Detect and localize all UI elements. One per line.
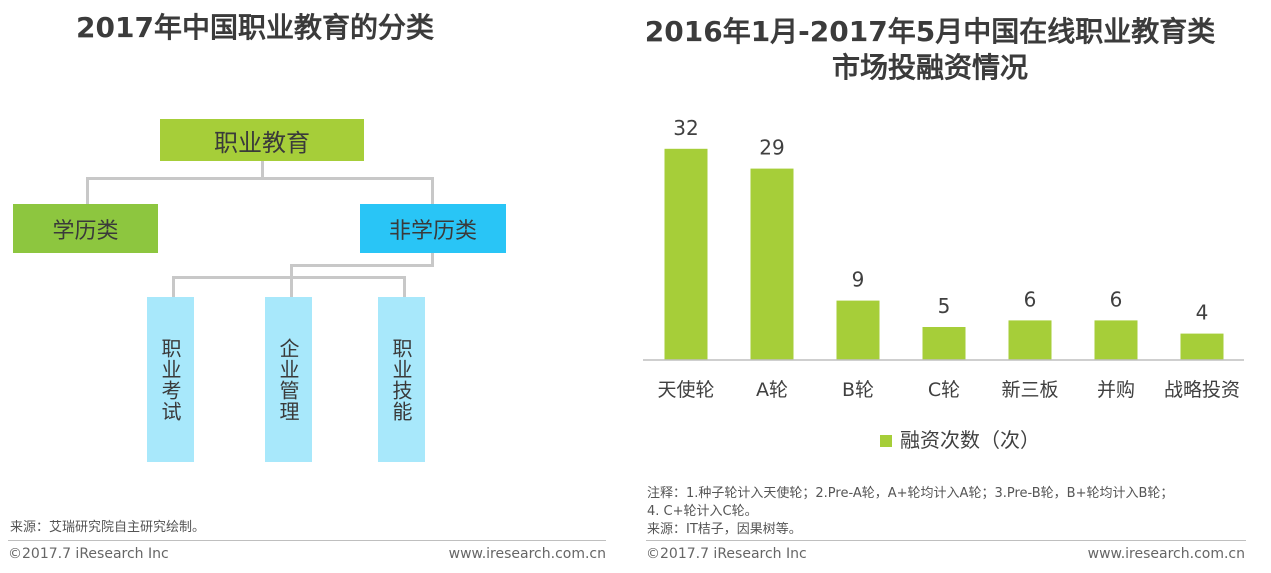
data-label: 9 [852, 268, 865, 292]
bar-7 [1180, 333, 1224, 360]
right-note-line1: 注释：1.种子轮计入天使轮；2.Pre-A轮，A+轮均计入A轮；3.Pre-B轮… [647, 486, 1174, 501]
data-label: 29 [759, 136, 784, 160]
category-label: 并购 [1097, 379, 1135, 401]
data-label: 6 [1110, 287, 1123, 311]
category-box-non-academic: 非学历类 [360, 204, 506, 253]
subcategory-label: 职业技能 [389, 337, 413, 422]
bar-6 [1094, 320, 1138, 360]
left-copyright: ©2017.7 iResearch Inc [8, 546, 169, 562]
connector [431, 252, 434, 267]
category-label: A轮 [756, 379, 788, 401]
subcategory-label: 企业管理 [276, 337, 300, 422]
bar-5 [1008, 320, 1052, 360]
right-website[interactable]: www.iresearch.com.cn [1087, 546, 1245, 562]
category-label: B轮 [842, 379, 874, 401]
legend-label: 融资次数（次） [900, 428, 1040, 452]
connector [86, 177, 434, 180]
bar-1 [664, 148, 708, 360]
left-website[interactable]: www.iresearch.com.cn [448, 546, 606, 562]
category-box-academic: 学历类 [13, 204, 158, 253]
connector [431, 177, 434, 205]
subcategory-label: 职业考试 [158, 337, 182, 422]
right-title-line2: 市场投融资情况 [831, 51, 1028, 84]
bar-3 [836, 300, 880, 360]
data-label: 6 [1024, 287, 1037, 311]
category-label: 新三板 [1001, 379, 1058, 401]
root-box: 职业教育 [160, 119, 364, 161]
connector [172, 276, 175, 299]
left-title: 2017年中国职业教育的分类 [76, 11, 434, 44]
bar-2 [750, 168, 794, 360]
left-source: 来源：艾瑞研究院自主研究绘制。 [10, 520, 206, 535]
right-copyright: ©2017.7 iResearch Inc [646, 546, 807, 562]
data-label: 5 [938, 294, 951, 318]
category-label: 战略投资 [1164, 379, 1240, 401]
category-label: 天使轮 [657, 379, 714, 401]
category-label: C轮 [928, 379, 960, 401]
connector [86, 177, 89, 205]
bar-chart: 32 天使轮 29 A轮 9 B轮 5 C轮 6 新三板 6 并购 4 战略投资 融资次数（次） [643, 116, 1244, 452]
bar-4 [922, 327, 966, 360]
right-title-line1: 2016年1月-2017年5月中国在线职业教育类 [644, 15, 1216, 48]
connector [290, 264, 293, 299]
legend-swatch [880, 435, 892, 447]
subcategory-box-management: 企业管理 [265, 297, 312, 462]
right-divider [646, 540, 1246, 541]
connector [403, 276, 406, 299]
connector [172, 276, 406, 279]
left-divider [8, 540, 606, 541]
right-note-line2: 4. C+轮计入C轮。 [647, 504, 758, 519]
data-label: 32 [673, 116, 698, 140]
connector [261, 161, 264, 179]
data-label: 4 [1196, 301, 1209, 325]
right-source: 来源：IT桔子，因果树等。 [647, 522, 802, 537]
subcategory-box-exam: 职业考试 [147, 297, 194, 462]
subcategory-box-skills: 职业技能 [378, 297, 425, 462]
connector [290, 264, 434, 267]
